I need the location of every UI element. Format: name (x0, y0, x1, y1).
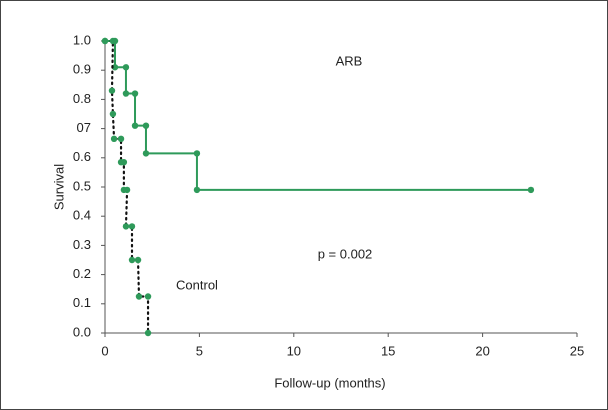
event-point (128, 223, 136, 230)
y-tick-label: 0.3 (73, 237, 91, 252)
event-point (193, 186, 201, 194)
event-point (193, 150, 201, 157)
event-point (120, 158, 128, 166)
event-point (101, 37, 109, 45)
y-tick-label: 1.0 (73, 32, 91, 47)
y-tick-label: 0.2 (73, 266, 91, 281)
y-tick-label: 07 (77, 120, 91, 135)
event-point (108, 87, 116, 94)
y-tick-label: 0.4 (73, 208, 91, 223)
event-point (117, 135, 125, 143)
p-value: p = 0.002 (318, 246, 373, 261)
series-label: ARB (336, 53, 363, 68)
event-point (527, 186, 535, 194)
event-point (134, 256, 142, 264)
event-point (122, 64, 130, 71)
x-tick-label: 5 (196, 343, 203, 358)
series-label: Control (176, 277, 218, 292)
x-axis-label: Follow-up (months) (274, 375, 385, 390)
x-tick-label: 15 (381, 343, 395, 358)
x-tick-label: 0 (101, 343, 108, 358)
x-tick-label: 10 (287, 343, 301, 358)
event-point (109, 110, 117, 118)
event-point (131, 90, 139, 97)
y-axis-label: Survival (51, 164, 66, 210)
y-tick-label: 0.9 (73, 62, 91, 77)
event-point (135, 293, 143, 300)
event-point (122, 90, 130, 97)
x-tick-label: 25 (570, 343, 584, 358)
y-tick-label: 0.5 (73, 178, 91, 193)
y-tick-label: 0.1 (73, 295, 91, 310)
event-point (128, 256, 136, 264)
y-tick-label: 0.0 (73, 324, 91, 339)
event-point (142, 122, 150, 129)
event-point (122, 223, 130, 230)
x-tick-label: 20 (475, 343, 489, 358)
survival-line (104, 40, 532, 191)
event-point (144, 293, 152, 300)
event-point (142, 150, 150, 157)
event-point (131, 122, 139, 129)
event-point (110, 135, 118, 143)
y-tick-label: 0.8 (73, 91, 91, 106)
event-point (123, 186, 131, 194)
event-point (144, 329, 152, 337)
event-point (109, 37, 117, 45)
y-tick-label: 0.6 (73, 149, 91, 164)
